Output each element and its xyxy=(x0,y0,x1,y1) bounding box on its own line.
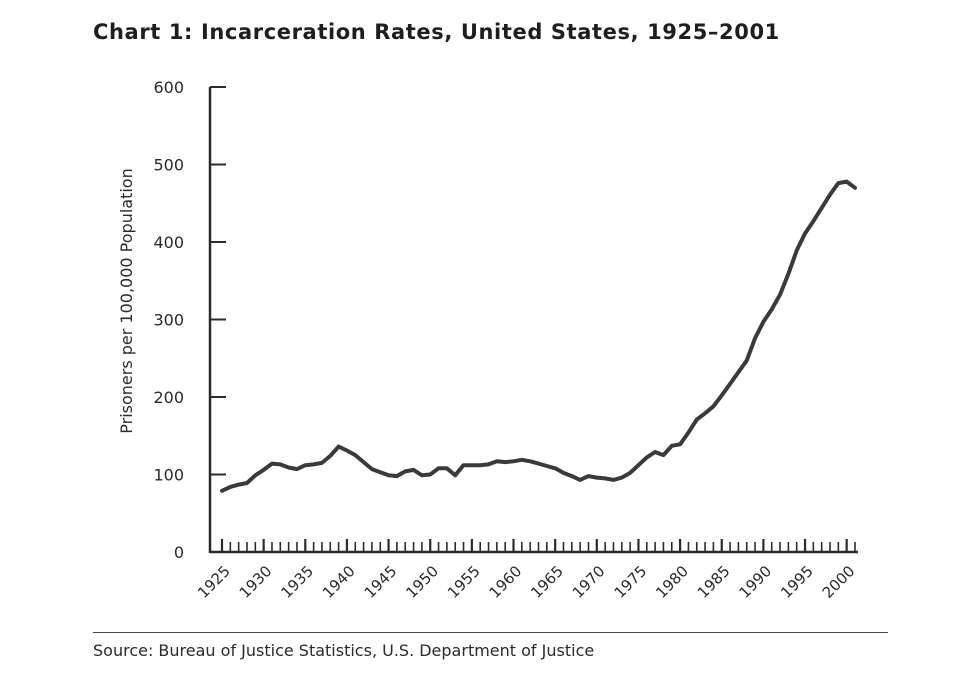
y-tick-label: 500 xyxy=(153,156,184,175)
y-tick-label: 0 xyxy=(174,543,184,562)
x-tick-label: 1935 xyxy=(277,562,317,602)
x-tick-label: 1970 xyxy=(569,562,609,602)
series-line xyxy=(220,179,857,493)
x-tick-label: 1925 xyxy=(194,562,234,602)
x-tick-label: 1965 xyxy=(527,562,567,602)
x-tick-label: 1980 xyxy=(652,562,692,602)
series-group xyxy=(220,179,857,493)
y-tick-label: 100 xyxy=(153,466,184,485)
x-tick-label: 1945 xyxy=(361,562,401,602)
x-tick-label: 1975 xyxy=(611,562,651,602)
source-divider xyxy=(93,632,888,633)
y-tick-label: 200 xyxy=(153,388,184,407)
chart-title: Chart 1: Incarceration Rates, United Sta… xyxy=(93,20,780,44)
y-tick-label: 300 xyxy=(153,311,184,330)
source-note: Source: Bureau of Justice Statistics, U.… xyxy=(93,641,595,660)
x-axis: 1925 1930 1935 1940 1945 1950 1955 1960 1965 1970… xyxy=(194,539,858,602)
x-tick-label: 1955 xyxy=(444,562,484,602)
y-axis: 0 100 200 300 400 500 600 xyxy=(153,78,226,562)
y-tick-label: 600 xyxy=(153,78,184,97)
x-tick-label: 1990 xyxy=(735,562,775,602)
x-tick-label: 1940 xyxy=(319,562,359,602)
x-tick-label: 1950 xyxy=(402,562,442,602)
y-axis-label: Prisoners per 100,000 Population xyxy=(117,168,136,433)
incarceration-line-chart: 0 100 200 300 400 500 600 1925 1930 1935 1940 1945… xyxy=(117,78,858,602)
x-tick-label: 1985 xyxy=(694,562,734,602)
x-tick-label: 2000 xyxy=(819,562,859,602)
x-tick-label: 1960 xyxy=(486,562,526,602)
y-tick-label: 400 xyxy=(153,233,184,252)
x-tick-label: 1930 xyxy=(236,562,276,602)
x-tick-label: 1995 xyxy=(777,562,817,602)
